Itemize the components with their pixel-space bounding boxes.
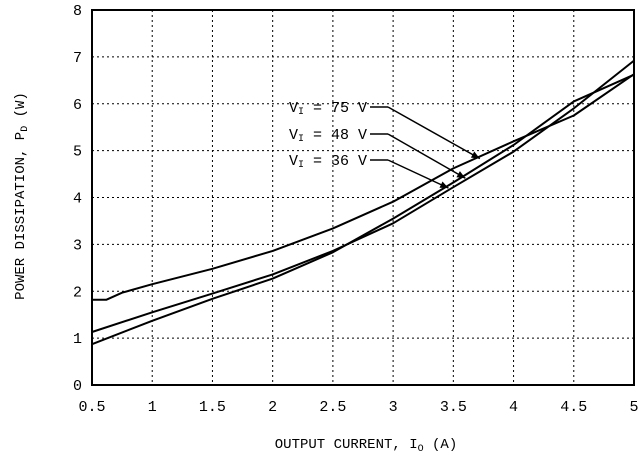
x-axis-label-unit: (A) [424,437,458,453]
x-tick-label: 0.5 [78,399,105,416]
label-arrowhead [470,151,480,159]
x-tick-label: 4.5 [560,399,587,416]
x-tick-label: 1.5 [199,399,226,416]
x-tick-label: 1 [148,399,157,416]
series-label-2: VI = 36 V [289,153,367,171]
y-tick-label: 0 [73,378,82,395]
y-axis-label-text: POWER DISSIPATION, P [13,132,29,300]
label-arrow-line [387,106,481,160]
y-tick-label: 6 [73,97,82,114]
x-tick-label: 2.5 [319,399,346,416]
x-tick-label: 2 [268,399,277,416]
plot-frame [91,9,635,386]
series-label-0: VI = 75 V [289,100,367,118]
label-arrowhead [439,181,449,189]
tick-labels: 0.5 1 1.5 2 2.5 3 3.5 4 4.5 5 0 1 2 3 4 5 6 7 8 [73,3,639,416]
y-tick-label: 1 [73,331,82,348]
y-tick-label: 4 [73,191,82,208]
y-axis-label-sub: D [20,126,31,132]
y-tick-label: 8 [73,3,82,20]
y-tick-label: 7 [73,50,82,67]
y-tick-label: 3 [73,237,82,254]
series-line-2 [91,73,635,346]
label-arrow-line [387,133,466,179]
label-arrowhead [456,171,466,179]
x-axis-label-sub: O [418,444,424,455]
series-labels: VI = 75 V VI = 48 V VI = 36 V [289,100,481,189]
series-layer [91,59,635,346]
label-arrow-line [387,159,449,189]
y-tick-label: 2 [73,284,82,301]
series-label-1: VI = 48 V [289,127,367,145]
x-tick-label: 5 [629,399,638,416]
series-line-1 [91,59,635,333]
y-axis-label-unit: (W) [13,92,29,126]
x-tick-label: 4 [509,399,518,416]
x-axis-label: OUTPUT CURRENT, IO (A) [275,437,457,455]
grid [92,10,634,385]
x-axis-label-text: OUTPUT CURRENT, I [275,437,418,453]
x-tick-label: 3 [389,399,398,416]
y-axis-label: POWER DISSIPATION, PD (W) [13,92,31,300]
y-tick-label: 5 [73,144,82,161]
x-tick-label: 3.5 [440,399,467,416]
